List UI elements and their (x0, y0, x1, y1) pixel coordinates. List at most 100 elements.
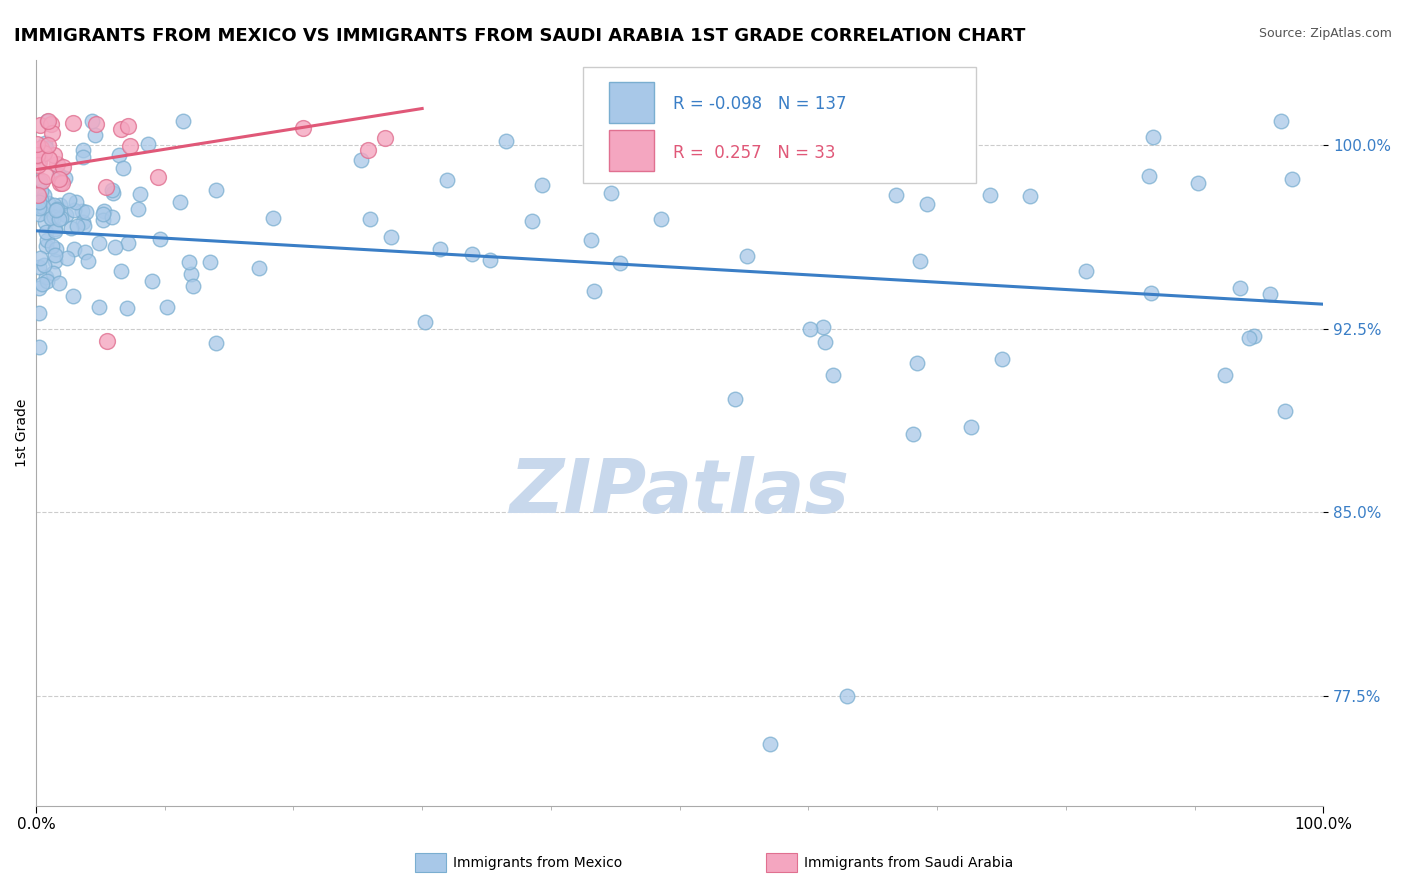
Point (52, 160, 75, 174)
Point (41, 211, 63, 225)
Point (1274, 404, 1296, 418)
Point (66, 219, 89, 234)
Point (111, 161, 134, 175)
FancyBboxPatch shape (609, 130, 654, 171)
Point (28, 118, 51, 132)
Point (30, 141, 52, 155)
Point (58, 194, 80, 208)
Point (37, 273, 59, 287)
Point (1270, 113, 1292, 128)
Point (128, 187, 150, 202)
Point (72, 144, 94, 158)
Point (48, 276, 70, 290)
Point (70, 204, 93, 219)
Point (34, 145, 56, 160)
Point (1239, 331, 1261, 345)
Point (461, 246, 484, 260)
Point (1187, 176, 1209, 190)
Text: Immigrants from Mexico: Immigrants from Mexico (453, 855, 621, 870)
Point (55, 208, 77, 222)
Point (84, 117, 107, 131)
Point (1229, 281, 1251, 295)
Point (93, 204, 115, 219)
Point (44, 248, 66, 262)
Point (990, 352, 1012, 367)
Point (530, 178, 553, 192)
Point (1139, 286, 1161, 301)
Point (27, 199, 49, 213)
Point (80, 113, 103, 128)
Point (42, 210, 65, 224)
Point (28, 340, 51, 354)
Point (1258, 287, 1281, 301)
Point (73, 219, 96, 233)
Point (205, 336, 228, 351)
Point (31, 200, 53, 214)
Point (1281, 172, 1303, 186)
Point (73, 244, 96, 259)
Point (1243, 328, 1265, 343)
Point (115, 301, 138, 316)
Point (72, 150, 94, 164)
Point (117, 119, 139, 133)
Point (51, 176, 73, 190)
Point (979, 187, 1001, 202)
Point (380, 230, 402, 244)
Point (37, 233, 59, 247)
Point (34, 225, 56, 239)
Point (44, 148, 66, 162)
Point (495, 134, 517, 148)
Point (65, 194, 87, 209)
Point (110, 264, 132, 278)
Point (357, 143, 380, 157)
Point (72, 214, 94, 228)
Point (75, 204, 97, 219)
Point (49, 176, 72, 190)
Point (101, 211, 124, 225)
Point (814, 334, 837, 349)
Point (799, 322, 821, 336)
Point (48, 211, 70, 226)
Point (915, 197, 938, 211)
Point (32, 258, 55, 272)
Point (1213, 368, 1236, 382)
Point (262, 211, 284, 226)
Point (835, 689, 858, 703)
FancyBboxPatch shape (609, 82, 654, 123)
Point (42, 266, 65, 280)
Point (45, 202, 67, 217)
Point (94, 180, 117, 194)
Y-axis label: 1st Grade: 1st Grade (15, 399, 30, 467)
Point (120, 138, 142, 153)
Point (34, 136, 56, 151)
FancyBboxPatch shape (583, 67, 976, 183)
Point (84, 128, 107, 143)
Text: Immigrants from Saudi Arabia: Immigrants from Saudi Arabia (804, 855, 1014, 870)
Point (108, 148, 131, 162)
Point (32, 187, 55, 202)
Point (31, 174, 53, 188)
Point (25, 149, 48, 163)
Point (53, 171, 76, 186)
Text: IMMIGRANTS FROM MEXICO VS IMMIGRANTS FROM SAUDI ARABIA 1ST GRADE CORRELATION CHA: IMMIGRANTS FROM MEXICO VS IMMIGRANTS FRO… (14, 27, 1025, 45)
Point (520, 214, 543, 228)
Point (89, 235, 111, 250)
Point (37, 196, 59, 211)
Point (27, 306, 49, 320)
Point (31, 147, 53, 161)
Point (28, 174, 51, 188)
Point (28, 281, 51, 295)
Point (247, 261, 270, 276)
Point (1137, 169, 1160, 183)
Point (30, 184, 52, 198)
Point (169, 194, 191, 209)
Point (48, 172, 70, 186)
Point (37, 137, 59, 152)
Point (89, 300, 111, 314)
Point (41, 117, 63, 131)
Point (96, 334, 118, 348)
Point (27, 188, 49, 202)
Point (25, 148, 48, 162)
Point (172, 113, 194, 128)
Point (31, 277, 53, 292)
